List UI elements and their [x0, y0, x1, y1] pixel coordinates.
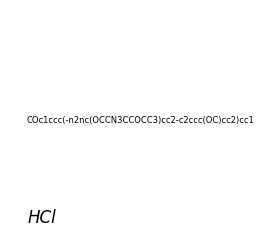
Text: HCl: HCl	[28, 209, 57, 227]
Text: COc1ccc(-n2nc(OCCN3CCOCC3)cc2-c2ccc(OC)cc2)cc1: COc1ccc(-n2nc(OCCN3CCOCC3)cc2-c2ccc(OC)c…	[26, 116, 254, 126]
